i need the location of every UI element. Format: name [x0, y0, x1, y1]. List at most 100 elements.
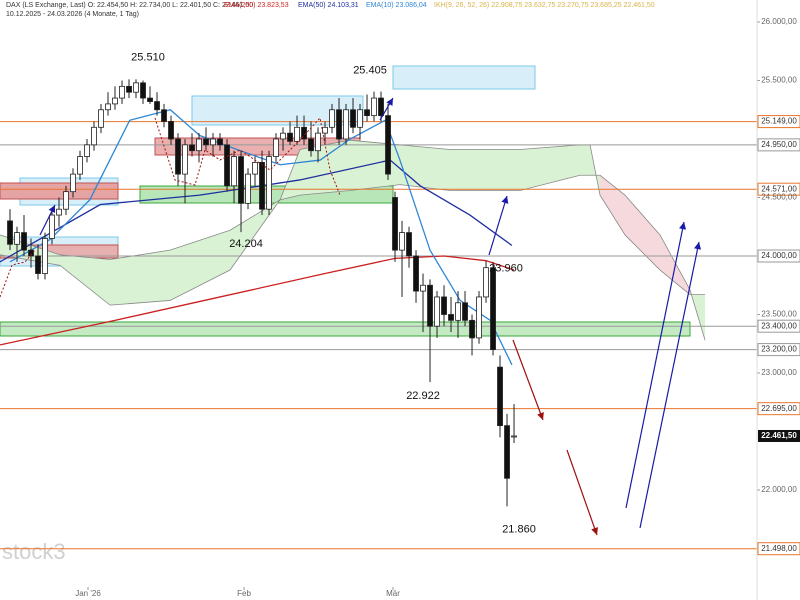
y-tick-label: 22.000,00 — [761, 485, 797, 494]
candle-body — [7, 220, 13, 245]
level-tag — [757, 115, 800, 129]
candle-body — [182, 144, 188, 175]
candle-body — [217, 138, 223, 146]
price-annotation: 25.405 — [353, 65, 387, 77]
candle-body — [294, 126, 300, 142]
price-annotation: 21.860 — [502, 523, 536, 535]
candle-body — [392, 197, 398, 251]
zone — [0, 182, 119, 200]
candle-body — [49, 214, 55, 239]
level-tag — [757, 319, 800, 333]
candle-body — [259, 162, 265, 210]
candle-body — [175, 138, 181, 175]
cloud-segment — [300, 140, 351, 196]
candle-body — [154, 101, 160, 111]
cloud-line — [0, 174, 706, 341]
candle-body — [343, 109, 349, 140]
cloud-segment — [59, 254, 111, 306]
level-label: 24.571,00 — [761, 184, 797, 193]
candle-body — [119, 85, 125, 99]
candle-body — [70, 173, 76, 193]
candle-body — [497, 366, 503, 427]
candle-body — [308, 138, 314, 152]
cloud-segment — [450, 149, 521, 191]
candle-body — [168, 121, 174, 140]
cloud-segment — [600, 175, 626, 235]
header: EMA(200) 23.823,53 — [224, 2, 289, 9]
candle-body — [84, 144, 90, 157]
candle-body — [35, 255, 41, 274]
candle-body — [77, 156, 83, 175]
x-tick-label: Jan '26 — [75, 589, 101, 598]
arrow — [512, 339, 544, 421]
candle-body — [511, 435, 517, 438]
candle-body — [231, 156, 237, 187]
level-tag — [757, 542, 800, 556]
watermark: stock3 — [2, 539, 66, 564]
candle-body — [315, 132, 321, 152]
last-price-label: 22.461,50 — [761, 431, 797, 440]
subtitle: 10.12.2025 - 24.03.2026 (4 Monate, 1 Tag… — [6, 11, 139, 18]
zone — [392, 65, 536, 90]
arrow — [39, 204, 56, 236]
candle-body — [385, 115, 391, 175]
ema-line — [9, 109, 513, 366]
level-tag — [757, 182, 800, 196]
candle-body — [224, 144, 230, 187]
level-label: 23.400,00 — [761, 321, 797, 330]
header: EMA(10) 23.086,04 — [366, 2, 427, 9]
candle-body — [91, 126, 97, 146]
candle-body — [287, 132, 293, 142]
cloud-segment — [110, 250, 171, 306]
candle-body — [399, 232, 405, 251]
candle-body — [336, 109, 342, 140]
candle-body — [161, 109, 167, 122]
arrow — [488, 195, 509, 256]
last-price-tag — [758, 429, 800, 442]
arrow — [566, 449, 598, 536]
candle-body — [469, 319, 475, 339]
candle-body — [476, 296, 482, 339]
dotted-path — [154, 116, 341, 196]
cloud-segment — [590, 144, 601, 196]
candle-body — [189, 144, 195, 152]
y-tick-label: 23.000,00 — [761, 368, 797, 377]
candle-body — [98, 109, 104, 128]
candle-body — [322, 126, 328, 134]
zone — [0, 321, 691, 337]
ema-line — [0, 255, 515, 346]
candle-body — [245, 173, 251, 204]
level-label: 23.200,00 — [761, 345, 797, 354]
level-tag — [757, 138, 800, 152]
price-annotation: 24.204 — [229, 238, 263, 250]
candle-body — [420, 284, 426, 292]
level-tag — [757, 402, 800, 416]
candle-body — [490, 267, 496, 350]
x-tick-label: Feb — [237, 589, 251, 598]
candle-body — [203, 138, 209, 146]
candle-body — [483, 267, 489, 298]
cloud-segment — [625, 195, 661, 271]
level-label: 22.695,00 — [761, 404, 797, 413]
candle-body — [105, 103, 111, 111]
candle-body — [301, 126, 307, 140]
candle-body — [350, 109, 356, 128]
candle-body — [28, 249, 34, 257]
price-annotation: 22.922 — [406, 390, 440, 402]
candle-body — [455, 302, 461, 321]
y-tick-label: 23.500,00 — [761, 310, 797, 319]
candle-body — [63, 191, 69, 210]
y-tick-label: 26.000,00 — [761, 17, 797, 26]
candle-body — [147, 97, 153, 102]
level-label: 21.498,00 — [761, 544, 797, 553]
cloud-line — [0, 139, 706, 296]
candle-body — [266, 156, 272, 210]
candle-body — [357, 109, 363, 128]
candle-body — [406, 232, 412, 257]
level-tag — [757, 343, 800, 357]
candle-body — [112, 97, 118, 105]
candle-body — [14, 232, 20, 245]
level-label: 25.149,00 — [761, 117, 797, 126]
cloud-segment — [580, 144, 591, 176]
